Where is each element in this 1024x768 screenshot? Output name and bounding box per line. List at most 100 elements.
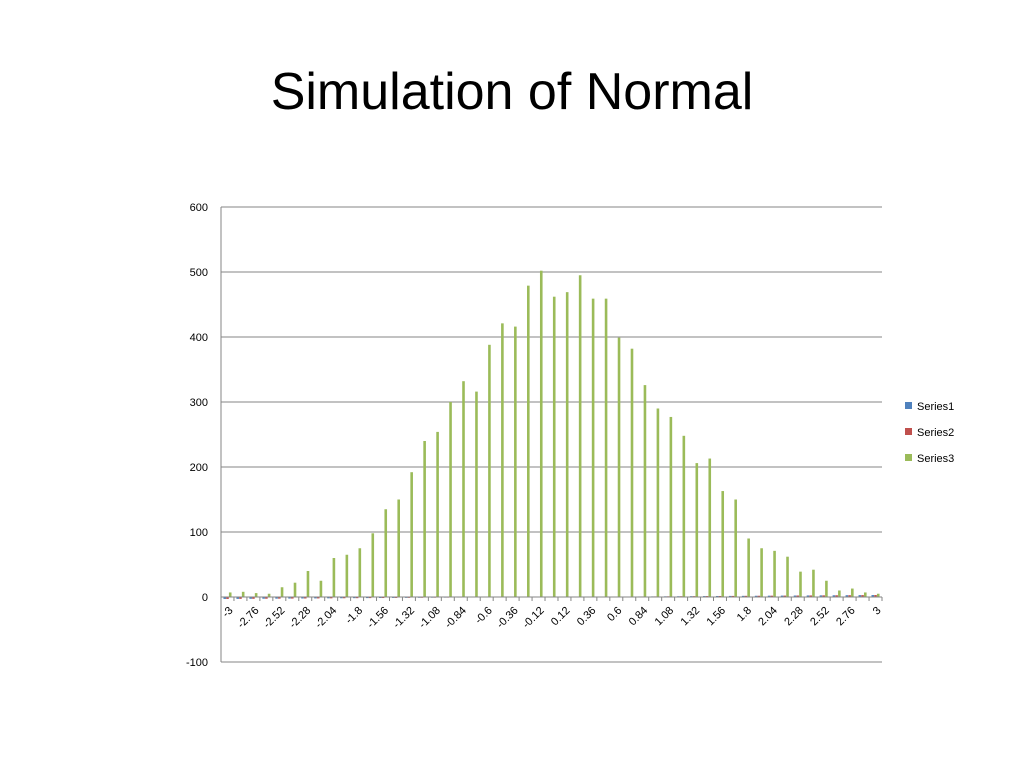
bar-series3 [527,285,530,597]
y-tick-label: 100 [190,527,208,539]
bar-series3 [514,326,517,597]
y-tick-label: -100 [186,657,208,669]
bar-series1 [249,597,252,599]
bar-series3 [410,472,413,597]
y-tick-label: 300 [190,397,208,409]
x-tick-label: 2.76 [834,605,858,629]
legend-label: Series2 [917,427,954,439]
bar-series3 [851,588,854,597]
bar-series2 [381,597,385,599]
bar-series3 [539,270,543,597]
bar-series3 [838,590,841,597]
bar-series3 [449,402,452,597]
legend-swatch [905,428,912,435]
bar-series1 [793,595,797,597]
y-tick-label: 500 [190,267,208,279]
bar-series1 [353,597,356,599]
bar-series3 [267,593,271,597]
bar-series1 [780,595,784,597]
bar-series1 [858,595,862,597]
bar-series3 [656,408,660,597]
bar-series2 [757,595,761,597]
x-tick-label: 1.32 [679,605,703,629]
bar-series3 [462,381,465,597]
bar-series2 [303,597,307,599]
bar-series1 [366,597,369,599]
bar-series2 [874,595,877,597]
x-axis-ticks: -3 -2.76 -2.52 -2.28 -2.04 -1.8 -1.56 -1.32 -1.0… [220,605,883,631]
x-tick-label: -1.56 [365,605,391,631]
bar-series3 [617,337,621,597]
x-tick-label: -0.36 [495,605,521,631]
bar-series2 [226,597,229,599]
bar-series3 [708,458,712,597]
bar-series3 [786,556,789,597]
bar-series3 [799,571,802,597]
bar-series2 [368,597,372,599]
bar-series2 [265,597,268,599]
x-tick-label: 3 [871,605,884,618]
bar-series1 [832,595,836,597]
bar-series3 [319,580,323,597]
bar-series3 [384,509,388,597]
bar-series2 [290,597,294,599]
bar-series3 [682,435,686,597]
chart-bars [223,270,880,599]
bar-series3 [773,550,776,597]
legend-swatch [905,402,912,409]
bar-series2 [822,595,825,597]
bar-series3 [501,323,504,597]
bar-series2 [770,595,774,597]
x-tick-label: 0.6 [605,605,624,624]
x-tick-label: -2.28 [287,605,313,631]
bar-series3 [397,499,401,597]
bar-series1 [767,595,771,597]
bar-series3 [578,275,582,597]
bar-series3 [371,533,375,597]
bar-series1 [340,597,343,599]
bar-series3 [721,491,725,597]
bar-series3 [734,499,737,597]
bar-series2 [718,595,722,597]
x-tick-label: -0.6 [473,605,495,627]
bar-series3 [228,592,232,597]
slide-title: Simulation of Normal [270,63,754,121]
x-tick-label: 0.36 [575,605,599,629]
bar-series1 [236,597,240,599]
bar-series2 [342,597,346,599]
x-tick-label: -2.04 [313,605,339,631]
x-axis [220,596,883,601]
bar-series3 [293,582,297,597]
bar-series3 [669,416,673,597]
bar-series1 [275,597,278,599]
x-tick-label: 0.12 [549,605,573,629]
bar-series3 [423,441,426,597]
bar-series1 [754,595,758,597]
bar-series3 [436,431,439,597]
x-tick-label: -1.32 [391,605,417,631]
bar-series3 [358,548,362,597]
bar-series1 [301,597,304,599]
bar-series3 [552,296,556,597]
bar-series3 [345,554,349,597]
bar-series1 [715,595,719,597]
bar-series3 [825,580,828,597]
bar-series1 [845,595,849,597]
x-tick-label: 1.8 [735,605,754,624]
bar-series3 [876,593,880,597]
bar-series3 [604,298,608,597]
x-tick-label: 1.08 [653,605,677,629]
x-tick-label: -3 [220,605,235,620]
bar-series3 [747,538,750,597]
x-tick-label: 1.56 [704,605,728,629]
legend-label: Series1 [917,401,954,413]
bar-series2 [252,597,255,599]
bar-series3 [695,463,699,597]
bar-series3 [863,592,867,597]
bar-series2 [278,597,281,599]
x-tick-label: 0.84 [627,605,651,629]
bar-series3 [760,548,763,597]
bar-series1 [262,597,265,599]
y-tick-label: 0 [202,592,208,604]
bar-series3 [241,591,245,597]
